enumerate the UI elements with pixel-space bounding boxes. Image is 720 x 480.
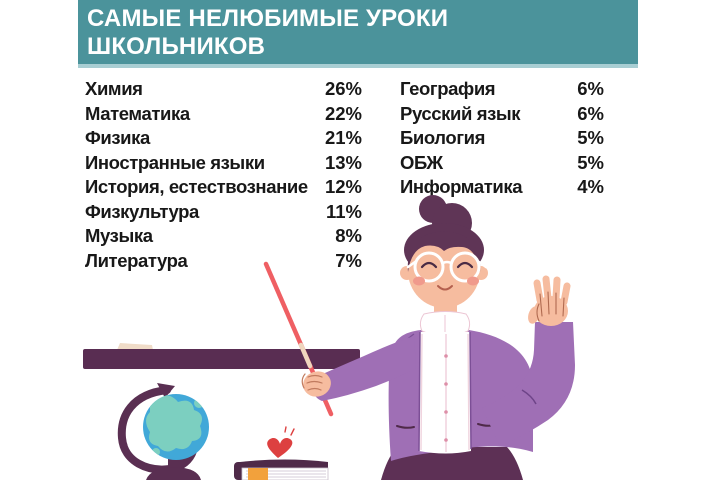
subject-label: Химия <box>85 78 143 100</box>
list-item: Иностранные языки 13% <box>85 151 362 176</box>
header-banner: САМЫЕ НЕЛЮБИМЫЕ УРОКИ ШКОЛЬНИКОВ <box>78 0 638 68</box>
subject-percent: 21% <box>324 127 362 149</box>
head <box>400 195 488 308</box>
list-item: Химия 26% <box>85 77 362 102</box>
subject-percent: 7% <box>335 249 362 271</box>
bangs <box>407 231 481 272</box>
subject-label: ОБЖ <box>400 151 443 173</box>
subject-percent: 12% <box>324 176 362 198</box>
subject-label: Информатика <box>400 176 523 198</box>
subject-label: Литература <box>85 249 188 271</box>
list-item: Русский язык 6% <box>400 102 604 127</box>
right-arm <box>482 322 575 446</box>
list-item: Физика 21% <box>85 126 362 151</box>
shirt <box>419 332 471 454</box>
subject-label: Биология <box>400 127 485 149</box>
title-line-2: ШКОЛЬНИКОВ <box>87 33 266 60</box>
subject-list-left: Химия 26% Математика 22% Физика 21% Иностранны… <box>85 77 362 273</box>
chalk-icon <box>117 343 153 350</box>
list-item: Биология 5% <box>400 126 604 151</box>
subject-percent: 6% <box>577 102 604 124</box>
subject-percent: 26% <box>324 78 362 100</box>
subject-label: История, естествознание <box>85 176 308 198</box>
subject-percent: 6% <box>577 78 604 100</box>
list-item: Музыка 8% <box>85 224 362 249</box>
chalkboard-shelf <box>83 343 360 369</box>
subject-percent: 13% <box>324 151 362 173</box>
subject-list-right: География 6% Русский язык 6% Биология 5% ОБЖ 5%… <box>400 77 604 200</box>
subject-label: Русский язык <box>400 102 521 124</box>
globe-icon <box>117 383 209 480</box>
left-hand <box>301 371 331 397</box>
subject-label: Математика <box>85 102 190 124</box>
skirt <box>381 447 523 480</box>
subject-label: Физкультура <box>85 200 199 222</box>
title-line-1: САМЫЕ НЕЛЮБИМЫЕ УРОКИ <box>87 5 449 32</box>
smile <box>437 285 453 291</box>
list-item: Математика 22% <box>85 102 362 127</box>
list-item: Информатика 4% <box>400 175 604 200</box>
page-title: САМЫЕ НЕЛЮБИМЫЕ УРОКИ ШКОЛЬНИКОВ <box>78 0 638 61</box>
pointer-stick-icon <box>263 261 334 417</box>
glasses-icon <box>406 251 488 283</box>
subject-label: Физика <box>85 127 150 149</box>
list-item: Литература 7% <box>85 249 362 274</box>
subject-percent: 11% <box>325 200 362 222</box>
closed-eyes <box>420 261 474 269</box>
subject-label: География <box>400 78 496 100</box>
right-hand <box>528 275 571 326</box>
subject-percent: 5% <box>577 151 604 173</box>
heart-icon <box>267 426 295 458</box>
subject-label: Иностранные языки <box>85 151 265 173</box>
list-item: География 6% <box>400 77 604 102</box>
left-arm <box>311 336 416 401</box>
cardigan <box>388 330 533 461</box>
subject-label: Музыка <box>85 225 153 247</box>
subject-percent: 5% <box>577 127 604 149</box>
subject-percent: 8% <box>335 225 362 247</box>
subject-percent: 4% <box>577 176 604 198</box>
list-item: Физкультура 11% <box>85 200 362 225</box>
books-icon <box>234 459 329 480</box>
list-item: ОБЖ 5% <box>400 151 604 176</box>
subject-percent: 22% <box>324 102 362 124</box>
face <box>408 234 480 308</box>
list-item: История, естествознание 12% <box>85 175 362 200</box>
